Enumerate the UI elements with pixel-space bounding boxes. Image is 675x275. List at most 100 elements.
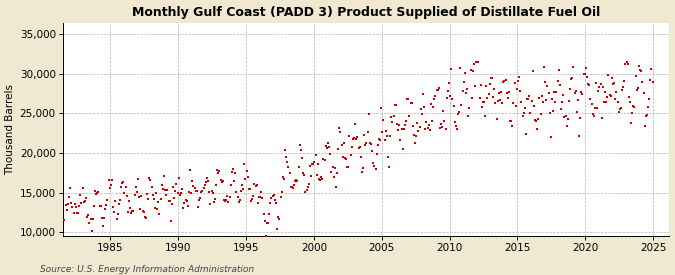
Point	[164, 199, 175, 203]
Point	[394, 123, 404, 128]
Point	[460, 71, 470, 76]
Point	[214, 169, 225, 173]
Point	[390, 103, 401, 107]
Point	[112, 212, 123, 216]
Point	[452, 126, 462, 131]
Point	[157, 183, 167, 187]
Point	[614, 110, 624, 114]
Point	[331, 171, 342, 175]
Point	[244, 187, 254, 191]
Point	[447, 97, 458, 101]
Point	[427, 119, 437, 123]
Point	[488, 94, 499, 99]
Point	[456, 103, 467, 107]
Point	[261, 221, 272, 226]
Point	[219, 198, 230, 202]
Point	[550, 100, 561, 104]
Point	[286, 185, 297, 189]
Point	[236, 189, 246, 194]
Point	[306, 162, 317, 166]
Point	[254, 195, 265, 199]
Point	[65, 186, 76, 190]
Point	[118, 180, 129, 185]
Point	[566, 77, 576, 81]
Point	[329, 166, 340, 170]
Point	[477, 105, 487, 109]
Point	[510, 104, 521, 108]
Point	[316, 175, 327, 179]
Point	[557, 100, 568, 104]
Point	[602, 95, 613, 99]
Point	[63, 195, 74, 199]
Point	[410, 141, 421, 145]
Point	[100, 207, 111, 211]
Point	[239, 162, 250, 166]
Point	[593, 89, 603, 93]
Point	[612, 100, 623, 104]
Point	[576, 90, 587, 94]
Point	[186, 191, 196, 195]
Point	[420, 126, 431, 131]
Point	[404, 114, 415, 118]
Point	[636, 69, 647, 73]
Point	[567, 76, 578, 81]
Point	[176, 191, 186, 195]
Point	[539, 65, 549, 69]
Point	[366, 142, 377, 147]
Point	[264, 211, 275, 216]
Point	[271, 200, 281, 205]
Point	[296, 148, 306, 153]
Point	[561, 124, 572, 129]
Point	[291, 178, 302, 182]
Point	[124, 199, 134, 203]
Point	[209, 197, 220, 201]
Point	[556, 107, 566, 111]
Point	[558, 93, 568, 97]
Point	[246, 199, 256, 203]
Point	[232, 195, 243, 199]
Point	[433, 86, 444, 90]
Point	[509, 80, 520, 85]
Point	[154, 212, 165, 217]
Point	[380, 129, 391, 134]
Point	[445, 94, 456, 98]
Point	[296, 156, 307, 160]
Point	[145, 178, 156, 182]
Point	[533, 117, 544, 121]
Point	[440, 127, 451, 131]
Point	[402, 97, 412, 101]
Point	[441, 95, 452, 100]
Point	[258, 212, 269, 216]
Point	[457, 89, 468, 93]
Point	[173, 176, 184, 180]
Point	[212, 168, 223, 172]
Point	[601, 100, 612, 104]
Point	[388, 114, 399, 119]
Point	[629, 104, 640, 109]
Point	[385, 134, 396, 139]
Point	[364, 141, 375, 145]
Point	[506, 119, 516, 123]
Point	[237, 183, 248, 187]
Point	[348, 137, 358, 141]
Point	[594, 85, 605, 89]
Point	[470, 60, 481, 64]
Point	[148, 196, 159, 201]
Point	[125, 206, 136, 210]
Point	[530, 118, 541, 122]
Point	[98, 224, 109, 229]
Point	[331, 185, 342, 189]
Point	[227, 170, 238, 174]
Point	[273, 214, 284, 219]
Point	[405, 101, 416, 105]
Point	[525, 111, 536, 115]
Point	[341, 156, 352, 161]
Point	[57, 209, 68, 214]
Point	[283, 165, 294, 170]
Point	[412, 121, 423, 125]
Point	[134, 195, 144, 199]
Point	[464, 106, 475, 110]
Point	[188, 184, 199, 188]
Point	[308, 161, 319, 166]
Point	[578, 72, 589, 76]
